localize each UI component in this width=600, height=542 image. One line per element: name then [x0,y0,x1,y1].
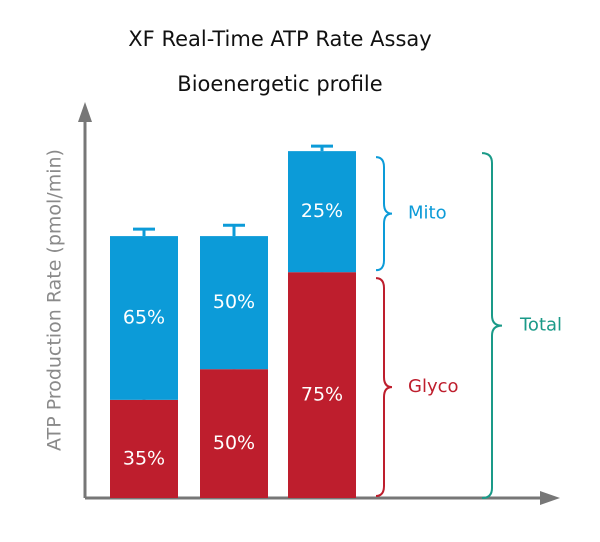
bar-segment [288,272,356,498]
bar-segment [200,236,268,370]
data-label: 35% [123,447,165,469]
data-label: 25% [301,200,343,222]
error-bar [133,227,155,237]
error-bar [223,223,245,237]
bar-segment [288,151,356,273]
bracket [375,277,393,497]
series-annotation: Mito [408,203,447,224]
chart-subtitle: Bioenergetic profile [177,72,382,96]
y-axis-arrow [78,102,92,122]
x-axis-arrow [540,491,560,505]
data-label: 50% [213,291,255,313]
y-axis-label: ATP Production Rate (pmol/min) [44,149,66,451]
data-label: 50% [213,432,255,454]
series-annotation: Glyco [408,376,459,397]
bar-segment [200,369,268,498]
error-bar [311,144,333,152]
total-annotation: Total [519,315,562,336]
bracket [481,152,503,499]
data-label: 75% [301,384,343,406]
data-label: 65% [123,306,165,328]
chart-title: XF Real-Time ATP Rate Assay [128,27,431,51]
bar-segment [110,399,178,498]
bar-segment [110,236,178,400]
bracket [375,156,393,272]
